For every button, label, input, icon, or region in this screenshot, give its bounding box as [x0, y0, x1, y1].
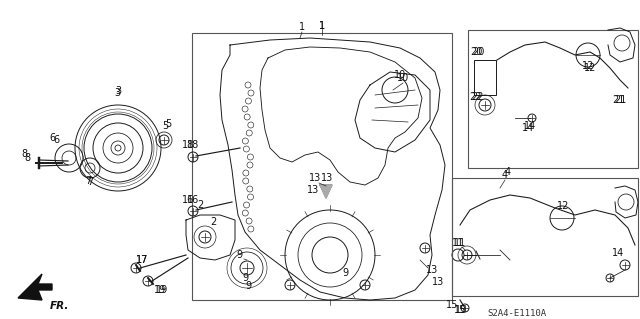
- Text: 12: 12: [557, 201, 569, 211]
- Text: 21: 21: [612, 95, 624, 105]
- Text: 13: 13: [307, 185, 319, 195]
- Text: 17: 17: [136, 255, 148, 265]
- Text: 14: 14: [612, 248, 624, 258]
- Polygon shape: [18, 274, 52, 300]
- Bar: [468, 30, 638, 168]
- Text: 9: 9: [342, 268, 348, 278]
- Text: 2: 2: [210, 217, 216, 227]
- Text: 17: 17: [136, 255, 148, 265]
- Polygon shape: [320, 185, 332, 198]
- Text: 6: 6: [53, 135, 59, 145]
- Text: 20: 20: [472, 47, 484, 57]
- Text: 15: 15: [455, 305, 467, 315]
- Text: 1: 1: [299, 22, 305, 32]
- Text: 5: 5: [165, 119, 171, 129]
- Text: 21: 21: [614, 95, 626, 105]
- Text: 14: 14: [522, 123, 534, 133]
- Text: 7: 7: [85, 176, 91, 186]
- Text: 19: 19: [154, 285, 166, 295]
- Text: 19: 19: [156, 285, 168, 295]
- Text: 9: 9: [245, 281, 251, 291]
- Text: 3: 3: [114, 88, 120, 98]
- Text: 10: 10: [397, 73, 409, 83]
- Text: S2A4-E1110A: S2A4-E1110A: [487, 308, 546, 317]
- Text: 2: 2: [197, 200, 203, 210]
- Text: 6: 6: [49, 133, 55, 143]
- Bar: [192, 33, 452, 300]
- Text: 4: 4: [505, 167, 511, 177]
- Text: 16: 16: [187, 195, 199, 205]
- Text: 15: 15: [446, 300, 458, 310]
- Text: 22: 22: [470, 92, 483, 102]
- Bar: [452, 178, 638, 296]
- Text: 9: 9: [236, 250, 242, 260]
- Text: 9: 9: [242, 273, 248, 283]
- Text: 1: 1: [319, 21, 325, 31]
- Text: 13: 13: [432, 277, 444, 287]
- Text: 12: 12: [584, 63, 596, 73]
- Text: 18: 18: [187, 140, 199, 150]
- Text: 10: 10: [394, 70, 406, 80]
- Text: 7: 7: [87, 177, 93, 187]
- Text: 3: 3: [115, 86, 121, 96]
- Text: 13: 13: [426, 265, 438, 275]
- Text: 20: 20: [470, 47, 482, 57]
- Text: 11: 11: [454, 238, 466, 248]
- Text: 15: 15: [454, 305, 466, 315]
- Text: 8: 8: [21, 149, 27, 159]
- Text: 8: 8: [24, 153, 30, 163]
- Text: FR.: FR.: [50, 301, 69, 311]
- Text: 14: 14: [524, 121, 536, 131]
- Text: 5: 5: [162, 121, 168, 131]
- Text: 1: 1: [319, 21, 325, 31]
- Text: 22: 22: [472, 92, 484, 102]
- Text: 18: 18: [182, 140, 194, 150]
- Text: 4: 4: [502, 170, 508, 180]
- Text: 16: 16: [182, 195, 194, 205]
- Text: 13: 13: [321, 173, 333, 183]
- Bar: [474, 60, 496, 95]
- Text: 11: 11: [452, 238, 464, 248]
- Text: 12: 12: [582, 61, 594, 71]
- Text: 13: 13: [309, 173, 321, 183]
